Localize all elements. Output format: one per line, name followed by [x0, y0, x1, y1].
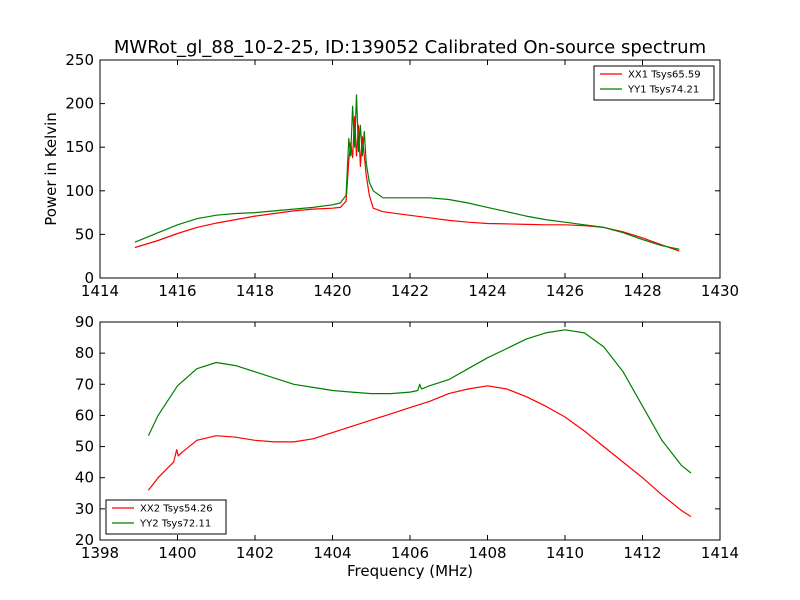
top-x-tick-label: 1430 [701, 282, 739, 300]
bottom-x-tick-label: 1400 [158, 544, 196, 562]
top-y-tick-label: 150 [65, 138, 94, 156]
top-y-tick-label: 0 [84, 269, 94, 287]
bottom-ticks: 1398 1400 1402 1404 1406 1408 1410 1412 1414 20 30… [75, 313, 739, 562]
top-y-tick-label: 50 [75, 225, 94, 243]
top-x-tick-label: 1424 [468, 282, 506, 300]
top-x-tick-label: 1426 [546, 282, 584, 300]
bottom-y-tick-label: 20 [75, 531, 94, 549]
top-x-tick-label: 1416 [158, 282, 196, 300]
top-series [134, 94, 680, 252]
top-axes: 1414 1416 1418 1420 1422 1424 1426 1428 1430 0 50 1… [42, 51, 739, 300]
top-legend-label-yy1: YY1 Tsys74.21 [627, 85, 699, 96]
bottom-y-tick-label: 80 [75, 344, 94, 362]
top-x-tick-label: 1414 [81, 282, 119, 300]
top-ticks: 1414 1416 1418 1420 1422 1424 1426 1428 1430 0 50 1… [65, 51, 739, 300]
bottom-x-tick-label: 1408 [468, 544, 506, 562]
bottom-y-tick-label: 90 [75, 313, 94, 331]
top-series-yy1 [134, 94, 680, 250]
bottom-axes: 1398 1400 1402 1404 1406 1408 1410 1412 1414 20 30… [75, 313, 739, 580]
bottom-legend-label-yy2: YY2 Tsys72.11 [139, 519, 211, 530]
bottom-y-tick-label: 30 [75, 500, 94, 518]
chart-title: MWRot_gl_88_10-2-25, ID:139052 Calibrate… [114, 37, 706, 58]
bottom-series-yy2 [147, 329, 692, 474]
x-axis-label: Frequency (MHz) [347, 562, 473, 580]
bottom-x-tick-label: 1412 [623, 544, 661, 562]
bottom-y-tick-label: 50 [75, 438, 94, 456]
top-x-tick-label: 1418 [236, 282, 274, 300]
bottom-y-tick-label: 70 [75, 375, 94, 393]
top-y-tick-label: 250 [65, 51, 94, 69]
bottom-x-tick-label: 1398 [81, 544, 119, 562]
bottom-x-tick-label: 1414 [701, 544, 739, 562]
bottom-legend-box [105, 499, 227, 535]
top-y-tick-label: 200 [65, 95, 94, 113]
top-legend: XX1 Tsys65.59 YY1 Tsys74.21 [593, 65, 715, 101]
bottom-x-tick-label: 1404 [313, 544, 351, 562]
bottom-x-tick-label: 1406 [391, 544, 429, 562]
bottom-series [147, 329, 692, 518]
top-legend-box [593, 65, 715, 101]
bottom-x-tick-label: 1410 [546, 544, 584, 562]
bottom-y-tick-label: 60 [75, 406, 94, 424]
top-series-xx1 [134, 116, 680, 252]
top-x-tick-label: 1420 [313, 282, 351, 300]
bottom-y-tick-label: 40 [75, 469, 94, 487]
top-x-tick-label: 1422 [391, 282, 429, 300]
top-legend-label-xx1: XX1 Tsys65.59 [628, 70, 701, 81]
bottom-legend: XX2 Tsys54.26 YY2 Tsys72.11 [105, 499, 227, 535]
top-y-tick-label: 100 [65, 182, 94, 200]
bottom-legend-label-xx2: XX2 Tsys54.26 [140, 504, 213, 515]
bottom-x-tick-label: 1402 [236, 544, 274, 562]
top-y-axis-label: Power in Kelvin [42, 112, 60, 226]
top-x-tick-label: 1428 [623, 282, 661, 300]
bottom-series-xx2 [147, 385, 692, 518]
